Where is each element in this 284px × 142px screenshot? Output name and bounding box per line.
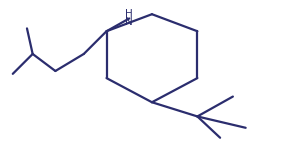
Text: H
N: H N	[125, 9, 133, 27]
